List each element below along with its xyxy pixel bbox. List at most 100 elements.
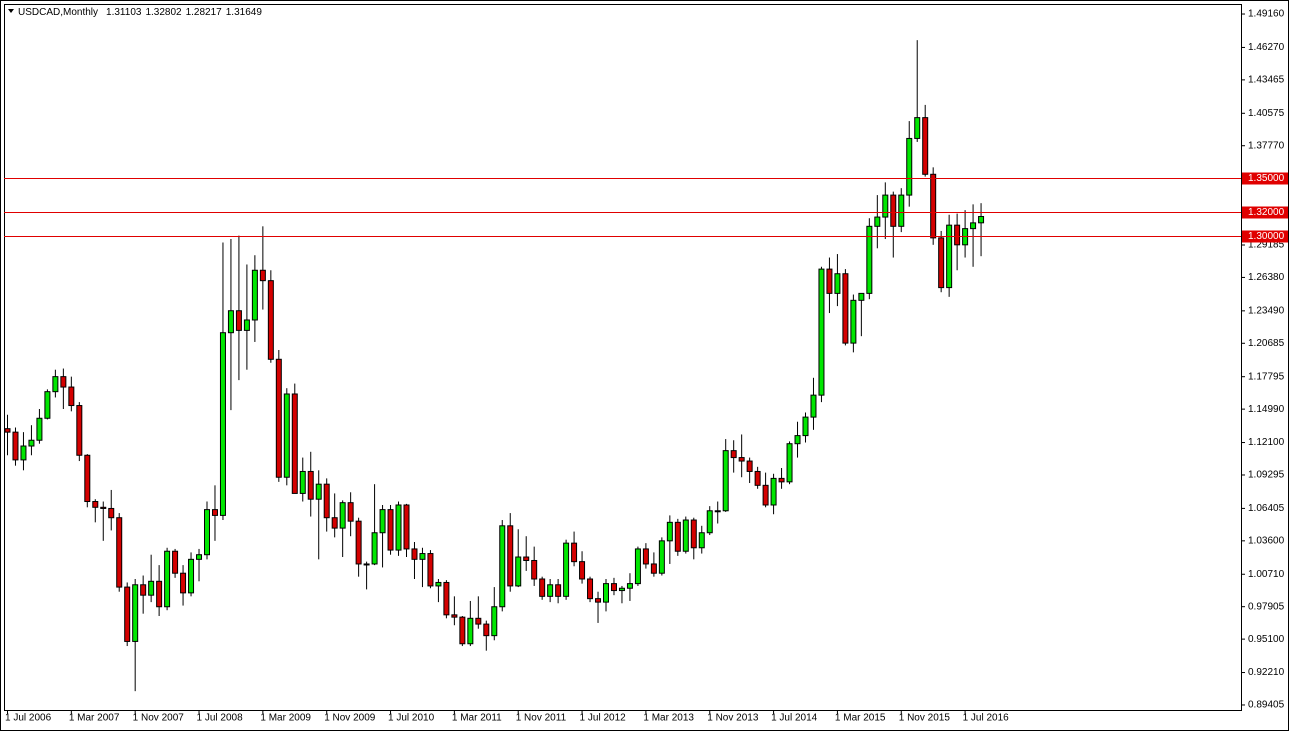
candle-body (658, 540, 665, 574)
candle-body (180, 572, 187, 594)
candle-body (858, 292, 865, 301)
candle-body (738, 457, 745, 462)
candle-body (618, 587, 625, 592)
x-tick-label: 1 Nov 2011 (516, 713, 567, 724)
candle-body (403, 504, 410, 550)
candle-body (794, 435, 801, 445)
x-tick-label: 1 Nov 2007 (133, 713, 185, 724)
candle-body (52, 376, 59, 393)
candle-body (339, 502, 346, 529)
candle-body (531, 559, 538, 580)
candle-body (946, 224, 953, 289)
candle-body (140, 584, 147, 596)
x-tick-label: 1 Jul 2010 (388, 713, 435, 724)
candle-body (642, 548, 649, 565)
candle-body (411, 548, 418, 560)
header-open: 1.31103 (106, 7, 142, 18)
candle-body (603, 583, 609, 603)
candle-body (156, 580, 163, 608)
candle-body (92, 501, 99, 508)
candle-body (291, 393, 298, 494)
chart-header: USDCAD,Monthly 1.31103 1.32802 1.28217 1.316… (18, 7, 262, 18)
x-tick-label: 1 Jul 2014 (771, 713, 818, 724)
candle-body (914, 117, 921, 139)
x-tick-label: 1 Jul 2016 (963, 713, 1010, 724)
header-low: 1.28217 (186, 7, 223, 18)
candle-body (459, 616, 466, 645)
y-tick-label: 1.37770 (1248, 140, 1285, 151)
candle-body (898, 194, 905, 227)
candle-body (690, 519, 697, 549)
candle-body (347, 502, 354, 522)
candle-body (930, 173, 937, 239)
y-tick-label: 1.49160 (1248, 9, 1285, 20)
candle-body (36, 417, 43, 441)
candle-body (826, 268, 833, 294)
candle-body (922, 117, 929, 175)
level-label: 1.32000 (1248, 207, 1285, 218)
candle-body (547, 584, 554, 597)
candle-body (650, 563, 657, 574)
y-tick-label: 1.12100 (1248, 437, 1285, 448)
x-tick-label: 1 Mar 2011 (452, 713, 502, 724)
candle-body (770, 477, 777, 506)
candle-body (12, 431, 19, 461)
candle-body (523, 556, 530, 561)
candle-body (235, 310, 242, 331)
candle-body (563, 542, 570, 597)
candle-body (674, 521, 681, 552)
candle-body (100, 506, 107, 509)
candle-body (243, 319, 250, 331)
level-label-box (1242, 206, 1288, 219)
candle-body (108, 507, 115, 519)
y-tick-label: 1.06405 (1248, 503, 1285, 514)
candle-body (148, 580, 155, 596)
candle-body (435, 581, 442, 587)
candle-body (132, 584, 139, 642)
candle-body (746, 460, 753, 472)
candle-body (938, 237, 945, 289)
x-tick-label: 1 Jul 2006 (5, 713, 52, 724)
candle-body (571, 542, 578, 563)
y-tick-label: 1.09295 (1248, 470, 1285, 481)
candle-body (475, 617, 482, 625)
candle-body (730, 450, 737, 459)
y-tick-label: 1.17795 (1248, 371, 1285, 382)
x-tick-label: 1 Mar 2009 (260, 713, 311, 724)
candle-body (387, 509, 394, 551)
candle-body (443, 581, 450, 616)
level-label-box (1242, 172, 1288, 185)
candle-body (219, 332, 226, 516)
candle-body (76, 405, 83, 456)
candle-body (315, 483, 322, 500)
x-tick-label: 1 Jul 2012 (580, 713, 627, 724)
level-label-box (1242, 230, 1288, 243)
x-tick-label: 1 Mar 2007 (69, 713, 120, 724)
candle-body (44, 391, 51, 419)
candle-body (451, 614, 458, 618)
candle-body (626, 583, 633, 589)
candle-body (355, 520, 362, 565)
x-tick-label: 1 Nov 2009 (324, 713, 376, 724)
menu-arrow[interactable] (8, 9, 14, 13)
candle-body (866, 225, 873, 294)
candle-body (499, 525, 506, 608)
y-tick-label: 1.14990 (1248, 404, 1285, 415)
candle-body (331, 517, 338, 529)
y-tick-label: 1.40575 (1248, 108, 1285, 119)
x-tick-label: 1 Mar 2013 (643, 713, 694, 724)
candle-body (275, 358, 282, 478)
y-tick-label: 0.95100 (1248, 634, 1285, 645)
candle-body (810, 394, 817, 418)
candle-body (595, 598, 602, 603)
candle-body (762, 484, 769, 506)
level-label: 1.30000 (1248, 231, 1285, 242)
candle-body (299, 470, 306, 494)
candle-body (754, 470, 761, 486)
y-tick-label: 1.00710 (1248, 569, 1285, 580)
candle-body (259, 269, 266, 282)
candle-body (666, 521, 673, 542)
candle-body (395, 504, 402, 551)
candle-body (539, 578, 546, 597)
